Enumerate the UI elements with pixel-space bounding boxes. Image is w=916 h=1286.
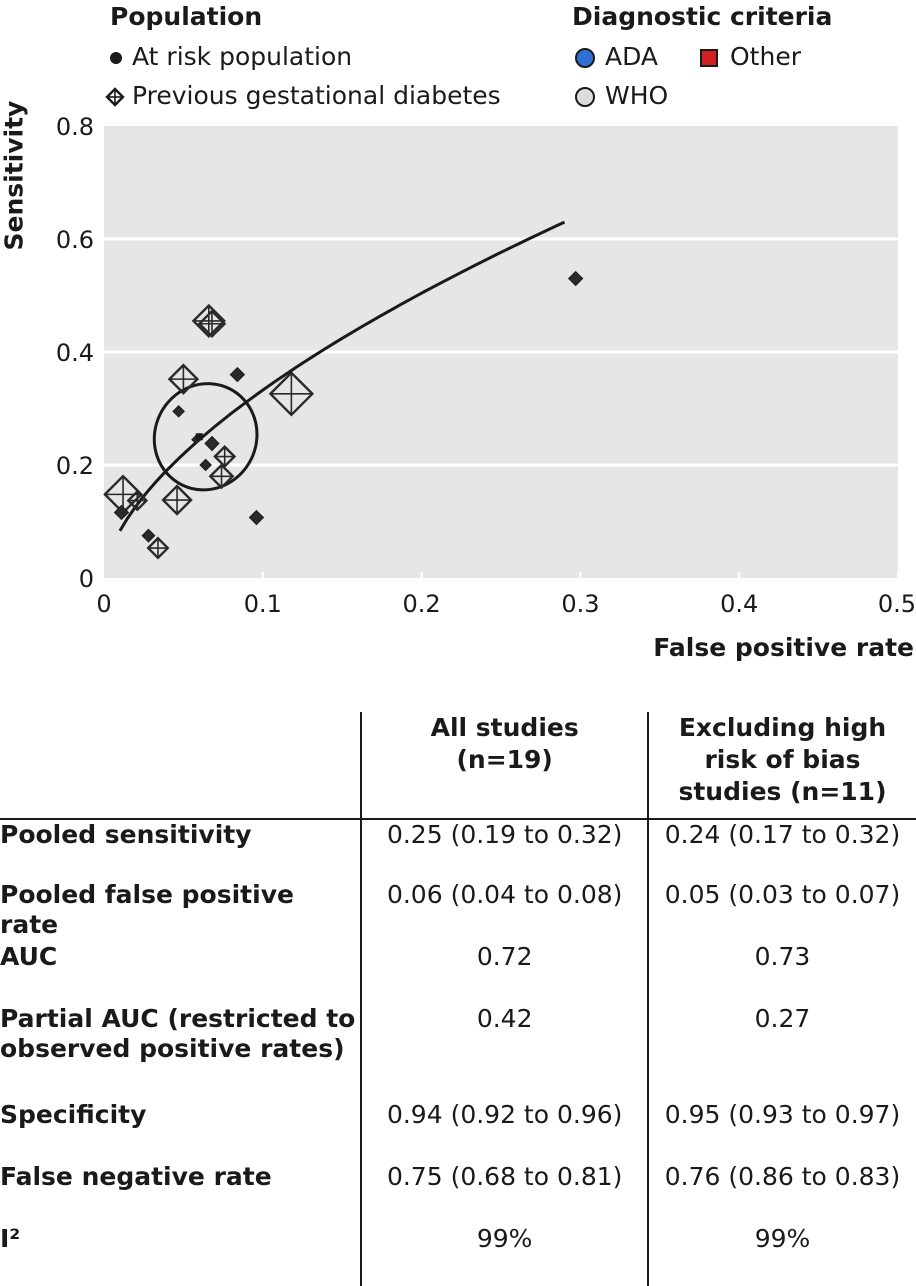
row-label: Specificity	[0, 1100, 147, 1129]
legend-item-who: WHO	[573, 81, 668, 110]
summary-point	[195, 433, 203, 441]
row-value-all: 99%	[360, 1224, 648, 1286]
table-row: Specificity 0.94 (0.92 to 0.96) 0.95 (0.…	[0, 1100, 916, 1162]
legend-ada-label: ADA	[605, 42, 659, 71]
y-tick-label: 0.8	[56, 113, 94, 141]
x-tick-label: 0	[96, 590, 111, 618]
row-value-all: 0.42	[360, 1004, 648, 1100]
table-row: Pooled false positive rate 0.06 (0.04 to…	[0, 880, 916, 942]
point-at-risk	[567, 270, 584, 287]
legend-who-label: WHO	[605, 81, 669, 110]
y-tick-label: 0	[79, 565, 94, 593]
confidence-ellipse	[152, 382, 259, 492]
legend-item-at-risk: At risk population	[108, 42, 352, 71]
legend-criteria-title: Diagnostic criteria	[572, 2, 833, 31]
point-at-risk	[113, 504, 130, 521]
legend-item-other: Other	[698, 42, 801, 71]
point-previous-gdm	[146, 536, 170, 560]
table-header-all-studies: All studies (n=19)	[360, 712, 648, 820]
x-tick-label: 0.2	[403, 590, 441, 618]
row-label: Pooled sensitivity	[0, 820, 252, 849]
legend-item-previous-gdm: Previous gestational diabetes	[104, 81, 501, 110]
table-row: False negative rate 0.75 (0.68 to 0.81) …	[0, 1162, 916, 1224]
y-tick-label: 0.4	[56, 339, 94, 367]
point-at-risk	[199, 458, 212, 472]
dot-marker-icon	[110, 52, 122, 64]
point-at-risk	[172, 405, 185, 418]
point-previous-gdm	[208, 463, 235, 490]
y-tick-label: 0.6	[56, 226, 94, 254]
white-circle-icon	[575, 87, 595, 107]
row-label: AUC	[0, 942, 58, 971]
row-value-excl: 0.73	[646, 942, 916, 1004]
legend-previous-gdm-label: Previous gestational diabetes	[132, 81, 501, 110]
row-value-excl: 0.27	[646, 1004, 916, 1100]
crossed-diamond-marker-icon	[105, 87, 125, 107]
x-tick-label: 0.4	[720, 590, 758, 618]
sroc-curve	[118, 220, 566, 532]
y-tick-label: 0.2	[56, 452, 94, 480]
row-label: Partial AUC (restricted to observed posi…	[0, 1004, 356, 1063]
legend-other-label: Other	[730, 42, 801, 71]
row-value-excl: 99%	[646, 1224, 916, 1286]
row-value-excl: 0.24 (0.17 to 0.32)	[646, 819, 916, 880]
legend-at-risk-label: At risk population	[132, 42, 353, 71]
row-value-excl: 0.05 (0.03 to 0.07)	[646, 880, 916, 942]
legend-item-ada: ADA	[573, 42, 658, 71]
point-previous-gdm	[213, 445, 237, 469]
row-value-all: 0.75 (0.68 to 0.81)	[360, 1162, 648, 1224]
point-previous-gdm	[167, 363, 200, 395]
row-value-excl: 0.95 (0.93 to 0.97)	[646, 1100, 916, 1162]
blue-circle-icon	[575, 48, 595, 68]
point-at-risk	[229, 366, 246, 383]
table-row: Partial AUC (restricted to observed posi…	[0, 1004, 916, 1100]
table-row: I² 99% 99%	[0, 1224, 916, 1286]
row-label: I²	[0, 1224, 21, 1253]
point-at-risk	[204, 435, 220, 452]
legend-population-title: Population	[110, 2, 263, 31]
x-axis-label: False positive rate	[653, 633, 914, 662]
point-at-risk	[248, 509, 265, 526]
row-label: False negative rate	[0, 1162, 272, 1191]
table-row: AUC 0.72 0.73	[0, 942, 916, 1004]
table-header-excluding: Excluding high risk of bias studies (n=1…	[646, 712, 916, 820]
x-tick-label: 0.1	[244, 590, 282, 618]
row-value-all: 0.94 (0.92 to 0.96)	[360, 1100, 648, 1162]
row-value-all: 0.72	[360, 942, 648, 1004]
row-label: Pooled false positive rate	[0, 880, 294, 939]
table-row: Pooled sensitivity 0.25 (0.19 to 0.32) 0…	[0, 819, 916, 880]
table-header-empty	[0, 712, 362, 820]
row-value-all: 0.06 (0.04 to 0.08)	[360, 880, 648, 942]
red-square-icon	[700, 49, 718, 67]
results-table: All studies (n=19) Excluding high risk o…	[0, 712, 916, 1286]
point-previous-gdm	[161, 484, 193, 516]
x-tick-label: 0.3	[561, 590, 599, 618]
point-previous-gdm	[191, 303, 226, 339]
point-at-risk	[141, 528, 156, 543]
row-value-excl: 0.76 (0.86 to 0.83)	[646, 1162, 916, 1224]
point-previous-gdm	[197, 309, 227, 339]
point-previous-gdm	[268, 371, 315, 417]
table-header-row: All studies (n=19) Excluding high risk o…	[0, 712, 916, 820]
x-tick-label: 0.5	[878, 590, 916, 618]
sroc-chart: 0 0.2 0.4 0.6 0.8 0 0.1 0.2 0.3 0.4 0.5	[56, 113, 916, 618]
row-value-all: 0.25 (0.19 to 0.32)	[360, 819, 648, 880]
